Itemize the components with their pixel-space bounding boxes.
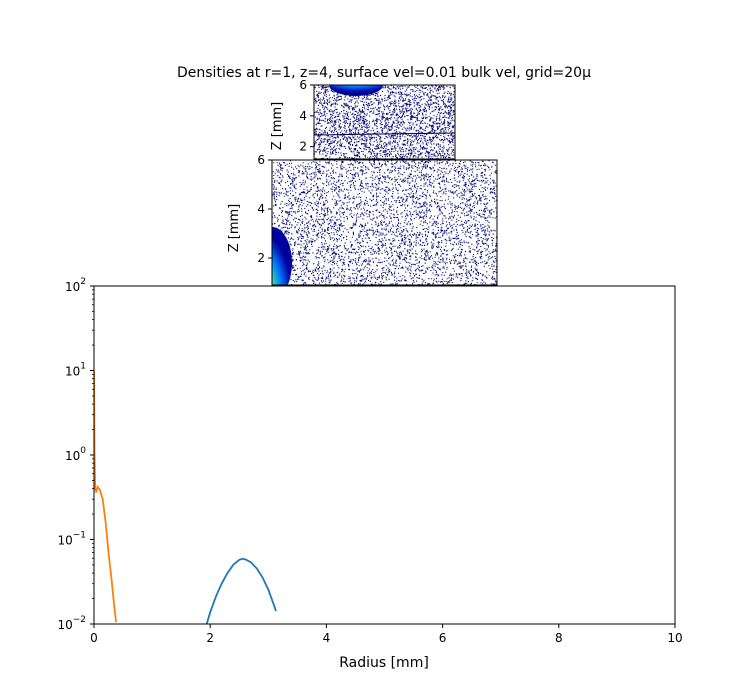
y-tick-label: 101 xyxy=(65,362,86,379)
inset-density-map-main: 2 4 6 Z [mm] xyxy=(227,153,498,286)
inset-y-tick-label: 6 xyxy=(257,153,265,167)
x-tick-label: 2 xyxy=(206,631,214,645)
inset-main-density-blob xyxy=(272,227,292,285)
inset-density-map-top: 2 4 6 Z [mm] xyxy=(270,78,456,160)
inset-y-tick-label: 6 xyxy=(299,78,307,92)
y-axis-ticks: 10−2 10−1 100 101 102 xyxy=(57,277,94,632)
x-tick-label: 0 xyxy=(90,631,98,645)
inset-top-particle-dots xyxy=(314,85,455,159)
x-axis-ticks: 0 2 4 6 8 10 xyxy=(90,624,683,645)
x-axis-label: Radius [mm] xyxy=(339,655,429,671)
inset-main-y-axis-label: Z [mm] xyxy=(227,204,242,253)
inset-top-frame xyxy=(313,84,456,160)
y-tick-label: 10−1 xyxy=(57,531,86,548)
main-plot: 0 2 4 6 8 10 10−2 10−1 100 101 102 Radius [mm] xyxy=(57,277,682,671)
series-lines xyxy=(94,370,277,624)
x-tick-label: 10 xyxy=(667,631,682,645)
inset-main-y-ticks: 2 4 6 xyxy=(257,153,272,265)
y-tick-label: 10−2 xyxy=(57,615,86,632)
x-tick-label: 4 xyxy=(323,631,331,645)
inset-y-tick-label: 4 xyxy=(257,202,265,216)
particle-speckle xyxy=(272,160,497,285)
chart-title: Densities at r=1, z=4, surface vel=0.01 … xyxy=(177,65,591,81)
inset-y-tick-label: 2 xyxy=(299,140,307,154)
y-tick-label: 102 xyxy=(65,277,86,294)
inset-y-tick-label: 4 xyxy=(299,109,307,123)
inset-top-y-axis-label: Z [mm] xyxy=(270,102,285,151)
x-tick-label: 6 xyxy=(439,631,447,645)
series-line-0 xyxy=(205,557,277,624)
particle-speckle xyxy=(314,85,455,159)
inset-main-particle-dots xyxy=(272,160,497,285)
inset-top-density-blob xyxy=(329,85,383,96)
inset-main-frame xyxy=(271,159,498,286)
y-tick-label: 100 xyxy=(65,446,86,463)
inset-top-y-ticks: 2 4 6 xyxy=(299,78,314,154)
x-tick-label: 8 xyxy=(555,631,563,645)
series-line-1 xyxy=(94,370,117,623)
inset-y-tick-label: 2 xyxy=(257,251,265,265)
